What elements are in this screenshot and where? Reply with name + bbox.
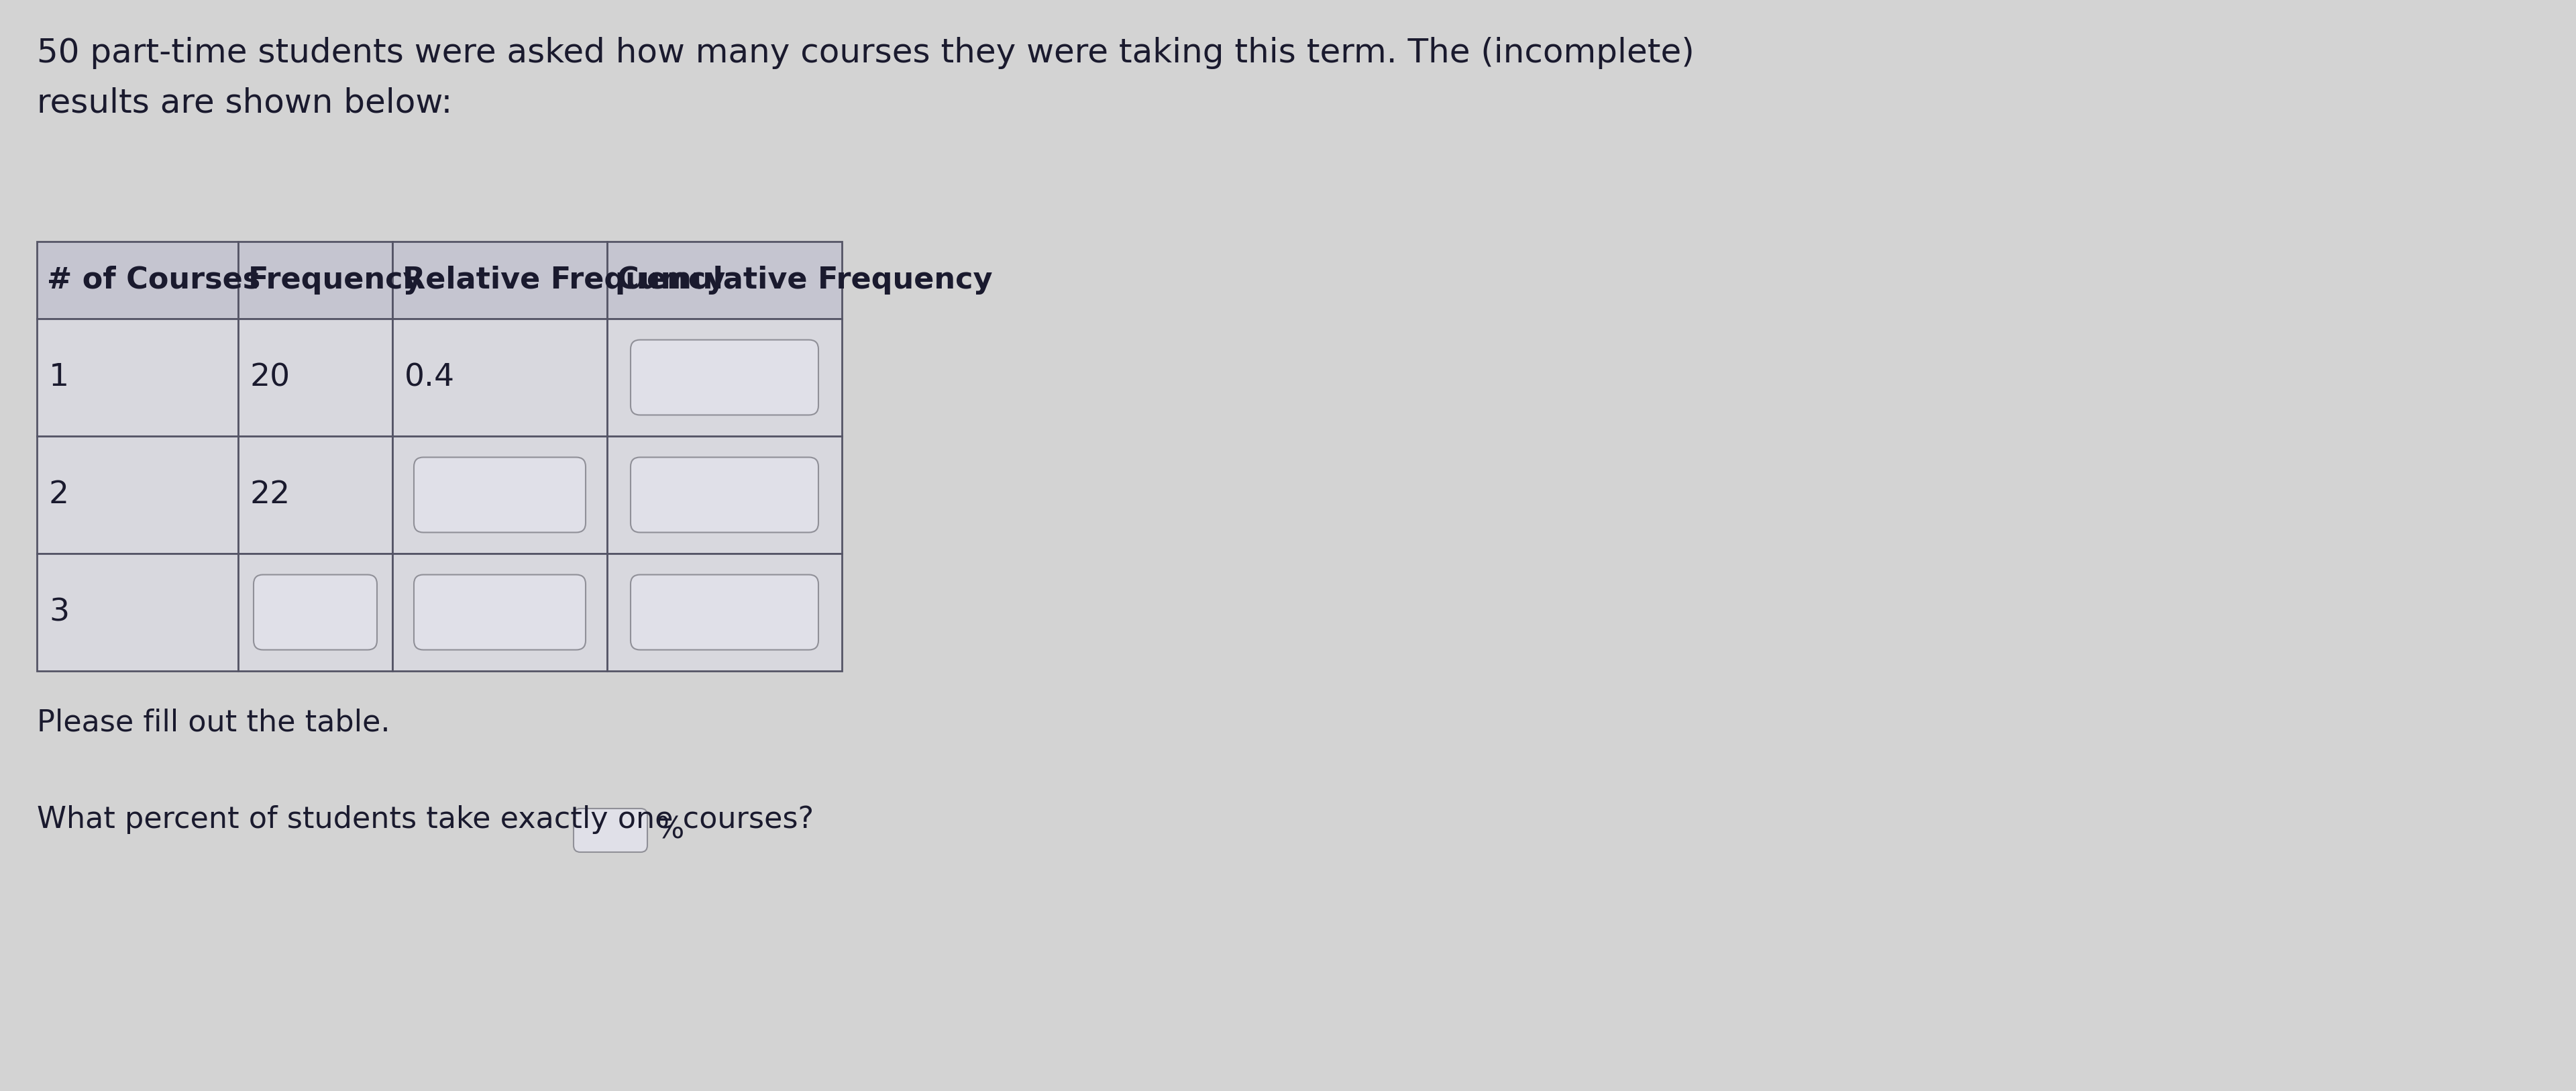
Text: # of Courses: # of Courses bbox=[46, 266, 260, 295]
Text: 3: 3 bbox=[49, 597, 70, 627]
Bar bbox=[237, 241, 392, 319]
Bar bbox=[36, 553, 237, 671]
FancyBboxPatch shape bbox=[631, 457, 819, 532]
Bar bbox=[392, 553, 608, 671]
Bar bbox=[608, 319, 842, 436]
Bar bbox=[608, 241, 842, 319]
Text: %: % bbox=[654, 816, 683, 844]
Bar bbox=[608, 436, 842, 553]
Bar bbox=[237, 319, 392, 436]
Bar bbox=[237, 553, 392, 671]
Bar bbox=[392, 436, 608, 553]
FancyBboxPatch shape bbox=[415, 457, 585, 532]
Text: 1: 1 bbox=[49, 362, 70, 393]
Bar bbox=[36, 436, 237, 553]
Text: 50 part-time students were asked how many courses they were taking this term. Th: 50 part-time students were asked how man… bbox=[36, 37, 1695, 69]
Bar bbox=[36, 241, 237, 319]
FancyBboxPatch shape bbox=[631, 340, 819, 415]
Bar bbox=[36, 319, 237, 436]
FancyBboxPatch shape bbox=[252, 575, 376, 650]
Text: Relative Frequency: Relative Frequency bbox=[402, 266, 726, 295]
Bar bbox=[608, 553, 842, 671]
Text: results are shown below:: results are shown below: bbox=[36, 87, 453, 119]
Text: Please fill out the table.: Please fill out the table. bbox=[36, 708, 389, 736]
Bar bbox=[392, 241, 608, 319]
Text: 20: 20 bbox=[250, 362, 291, 393]
FancyBboxPatch shape bbox=[574, 808, 647, 852]
FancyBboxPatch shape bbox=[415, 575, 585, 650]
FancyBboxPatch shape bbox=[631, 575, 819, 650]
Text: Frequency: Frequency bbox=[247, 266, 422, 295]
Text: 22: 22 bbox=[250, 480, 291, 509]
Bar bbox=[392, 319, 608, 436]
Text: 0.4: 0.4 bbox=[404, 362, 456, 393]
Text: Cumulative Frequency: Cumulative Frequency bbox=[618, 266, 992, 295]
Text: What percent of students take exactly one courses?: What percent of students take exactly on… bbox=[36, 805, 814, 834]
Bar bbox=[237, 436, 392, 553]
Text: 2: 2 bbox=[49, 480, 70, 509]
